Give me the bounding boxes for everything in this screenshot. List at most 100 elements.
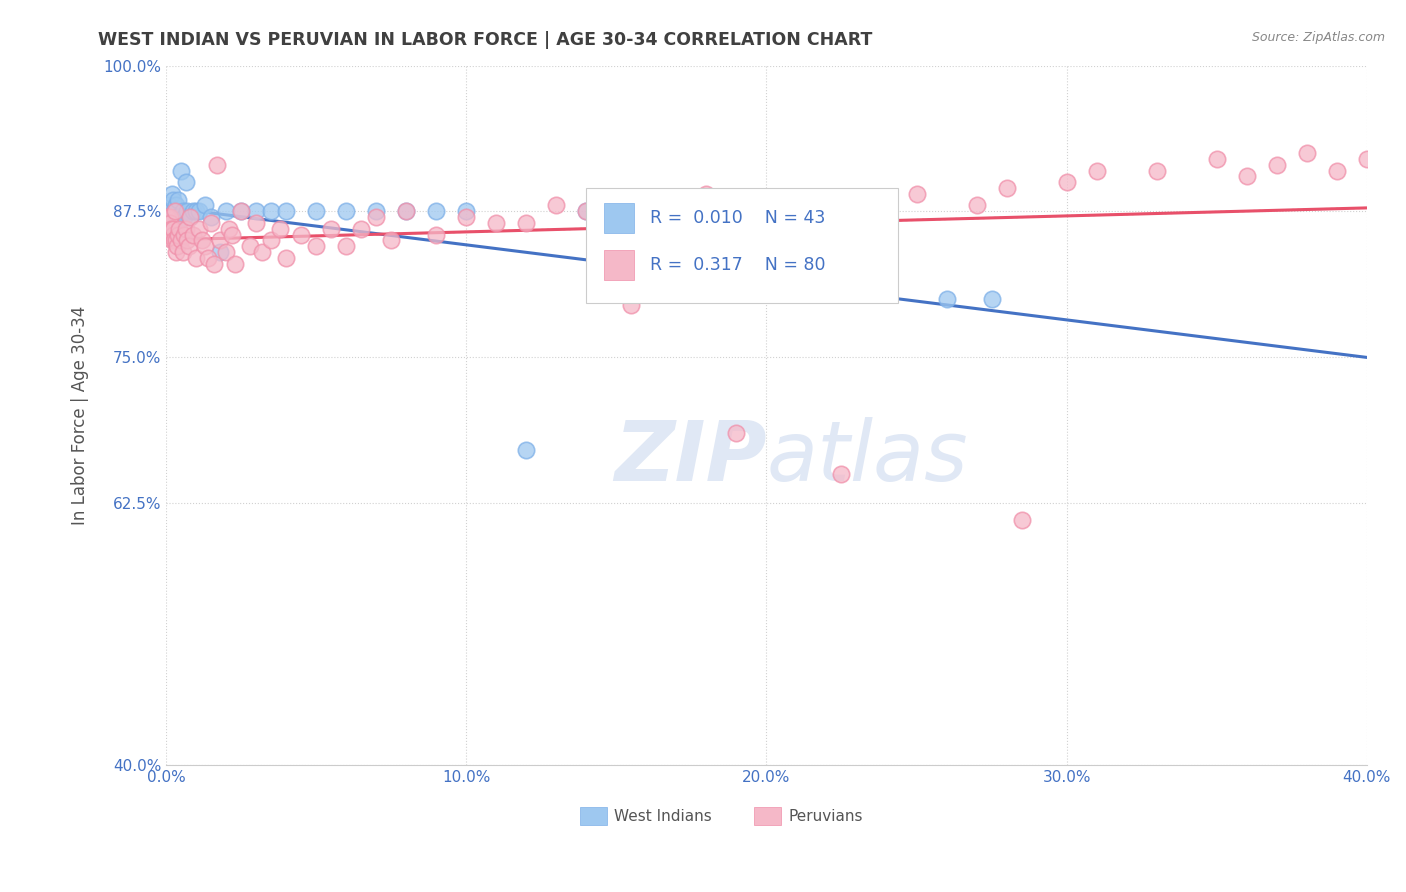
Point bbox=[260, 234, 283, 248]
FancyBboxPatch shape bbox=[581, 807, 607, 824]
Point bbox=[395, 204, 418, 219]
Point bbox=[269, 222, 291, 236]
Point bbox=[194, 239, 217, 253]
Point bbox=[239, 239, 262, 253]
Text: Peruvians: Peruvians bbox=[787, 809, 862, 823]
Point bbox=[174, 222, 197, 236]
Point bbox=[167, 193, 190, 207]
Point bbox=[305, 239, 328, 253]
Point bbox=[260, 204, 283, 219]
Point bbox=[166, 245, 188, 260]
Point bbox=[1085, 163, 1108, 178]
Point bbox=[995, 181, 1018, 195]
Point bbox=[290, 227, 312, 242]
Point bbox=[1146, 163, 1168, 178]
Point bbox=[184, 204, 207, 219]
Point bbox=[980, 292, 1002, 306]
Point bbox=[179, 210, 201, 224]
Point bbox=[229, 204, 252, 219]
Point bbox=[194, 198, 217, 212]
Point bbox=[176, 234, 198, 248]
FancyBboxPatch shape bbox=[605, 251, 634, 280]
Point bbox=[165, 198, 187, 212]
Point bbox=[208, 245, 231, 260]
Point bbox=[395, 204, 418, 219]
Point bbox=[1056, 175, 1078, 189]
Point bbox=[245, 216, 267, 230]
Point bbox=[224, 257, 246, 271]
Point bbox=[456, 210, 478, 224]
Point bbox=[163, 234, 186, 248]
Point bbox=[169, 222, 191, 236]
Point bbox=[575, 204, 598, 219]
FancyBboxPatch shape bbox=[755, 807, 780, 824]
Point bbox=[830, 467, 852, 481]
Point bbox=[515, 443, 537, 458]
Point bbox=[274, 251, 297, 265]
Point bbox=[156, 204, 179, 219]
Point bbox=[1236, 169, 1258, 184]
Point bbox=[169, 210, 191, 224]
Point bbox=[159, 204, 181, 219]
Point bbox=[181, 204, 204, 219]
Point bbox=[160, 234, 183, 248]
Point bbox=[1326, 163, 1348, 178]
Point bbox=[218, 222, 240, 236]
Text: R =  0.010    N = 43: R = 0.010 N = 43 bbox=[650, 209, 825, 227]
Point bbox=[184, 251, 207, 265]
Point bbox=[160, 222, 183, 236]
Point bbox=[191, 234, 214, 248]
Point bbox=[165, 234, 187, 248]
Point bbox=[157, 227, 180, 242]
Point bbox=[221, 227, 243, 242]
Point bbox=[966, 198, 988, 212]
Point bbox=[166, 210, 188, 224]
Point bbox=[245, 204, 267, 219]
Point bbox=[163, 204, 186, 219]
Point bbox=[160, 186, 183, 201]
Point bbox=[172, 204, 194, 219]
Point bbox=[215, 245, 238, 260]
Point bbox=[157, 198, 180, 212]
Point bbox=[173, 210, 195, 224]
Point bbox=[905, 186, 928, 201]
Point bbox=[162, 193, 184, 207]
Point bbox=[157, 216, 180, 230]
Point bbox=[160, 210, 183, 224]
Point bbox=[350, 222, 373, 236]
Text: West Indians: West Indians bbox=[614, 809, 711, 823]
Text: atlas: atlas bbox=[766, 417, 967, 498]
Point bbox=[1355, 152, 1378, 166]
Point bbox=[170, 234, 193, 248]
Point bbox=[215, 204, 238, 219]
Text: WEST INDIAN VS PERUVIAN IN LABOR FORCE | AGE 30-34 CORRELATION CHART: WEST INDIAN VS PERUVIAN IN LABOR FORCE |… bbox=[98, 31, 873, 49]
Text: ZIP: ZIP bbox=[614, 417, 766, 498]
Point bbox=[305, 204, 328, 219]
Point bbox=[366, 210, 388, 224]
Point bbox=[200, 210, 222, 224]
Point bbox=[162, 222, 184, 236]
Point bbox=[425, 204, 447, 219]
Point bbox=[1011, 513, 1033, 527]
Point bbox=[163, 204, 186, 219]
Point bbox=[208, 234, 231, 248]
Point bbox=[200, 216, 222, 230]
Point bbox=[366, 204, 388, 219]
Point bbox=[167, 227, 190, 242]
Point bbox=[159, 216, 181, 230]
Point bbox=[197, 251, 219, 265]
Point bbox=[380, 234, 402, 248]
Point bbox=[725, 425, 748, 440]
Point bbox=[755, 204, 778, 219]
Point bbox=[159, 210, 181, 224]
Point bbox=[605, 193, 627, 207]
Point bbox=[1295, 146, 1317, 161]
Point bbox=[177, 239, 200, 253]
Point bbox=[335, 204, 357, 219]
FancyBboxPatch shape bbox=[586, 188, 898, 303]
Point bbox=[620, 297, 643, 311]
Point bbox=[172, 245, 194, 260]
Point bbox=[157, 222, 180, 236]
Point bbox=[665, 198, 688, 212]
Point bbox=[166, 216, 188, 230]
